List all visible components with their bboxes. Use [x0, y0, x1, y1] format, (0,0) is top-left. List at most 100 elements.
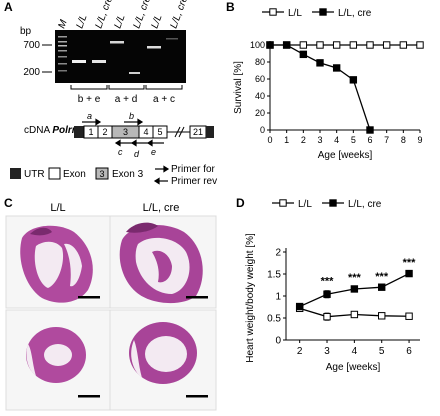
legend-exon-label: Exon — [63, 169, 86, 180]
data-point-s1-7 — [382, 41, 391, 49]
utr-3-block — [206, 126, 214, 138]
x-tick-label-2: 2 — [301, 135, 306, 145]
legend-primer-rev-label: Primer rev — [171, 176, 217, 187]
x-tick-label-5: 5 — [351, 135, 356, 145]
y-tick-label-80: 80 — [255, 57, 265, 67]
legend-label-1: L/L — [298, 199, 312, 210]
y-tick-label-40: 40 — [255, 91, 265, 101]
exon-21-label: 21 — [193, 127, 203, 137]
x-tick-label-4: 4 — [352, 346, 358, 357]
x-tick-label-0: 0 — [267, 135, 272, 145]
primer-e-head — [146, 139, 153, 147]
band-ac-llcre — [166, 38, 178, 40]
data-point-s1-9 — [416, 41, 424, 49]
primer-label-c: c — [118, 147, 123, 157]
data-point-s1-5 — [349, 41, 358, 49]
significance-label-1: *** — [321, 276, 335, 288]
y-tick-label-1: 1 — [275, 292, 281, 303]
significance-label-2: *** — [348, 272, 362, 284]
panel-label-a: A — [4, 0, 13, 14]
primer-d-head — [130, 139, 137, 147]
data-point-s1-8 — [399, 41, 408, 49]
primer-label-d: d — [134, 149, 140, 159]
x-tick-label-9: 9 — [417, 135, 422, 145]
x-tick-label-2: 2 — [297, 346, 303, 357]
scale-bar-1 — [78, 296, 100, 299]
histology-col-llcre: L/L, cre — [143, 202, 180, 214]
data-point-s1-2 — [350, 310, 359, 319]
group-label-be: b + e — [78, 94, 101, 105]
primer-label-a: a — [87, 111, 92, 121]
data-point-s2-1 — [323, 290, 331, 298]
x-axis-label: Age [weeks] — [318, 150, 373, 161]
y-tick-label-0: 0 — [275, 336, 281, 347]
legend-marker-2 — [329, 199, 337, 207]
significance-label-4: *** — [403, 257, 417, 269]
data-point-s2-2 — [350, 285, 359, 293]
x-tick-label-1: 1 — [284, 135, 289, 145]
primer-b-head — [137, 118, 144, 126]
group-label-ad: a + d — [115, 94, 138, 105]
data-point-s1-3 — [378, 312, 386, 320]
heart-section-ll-transverse — [26, 327, 86, 383]
data-point-s2-3 — [378, 283, 386, 291]
data-point-s1-4 — [332, 41, 341, 49]
data-point-s1-2 — [299, 41, 308, 49]
x-axis-label: Age [weeks] — [326, 362, 381, 373]
band-be-llcre — [92, 60, 106, 63]
legend-exon3-box-label: 3 — [99, 169, 104, 179]
data-point-s1-4 — [405, 312, 413, 320]
x-tick-label-6: 6 — [406, 346, 412, 357]
legend-primer-for-label: Primer for — [171, 164, 216, 175]
x-tick-label-8: 8 — [401, 135, 406, 145]
primer-label-b: b — [129, 111, 134, 121]
data-point-s2-5 — [349, 76, 358, 84]
exon-2-label: 2 — [102, 127, 107, 137]
ladder-bands — [58, 36, 67, 72]
marker-label-200: 200 — [23, 67, 40, 78]
legend-marker-1 — [279, 199, 287, 207]
legend-exon3-label: Exon 3 — [112, 169, 144, 180]
data-point-s2-1 — [282, 41, 291, 49]
y-tick-label-100: 100 — [250, 40, 265, 50]
legend-label-2: L/L, cre — [338, 8, 372, 19]
legend-label-2: L/L, cre — [348, 199, 382, 210]
y-tick-label-2: 2 — [275, 248, 281, 259]
x-tick-label-5: 5 — [379, 346, 385, 357]
lane-label-3: L/L — [112, 13, 127, 30]
y-tick-label-20: 20 — [255, 108, 265, 118]
y-tick-label-1.5: 1.5 — [267, 270, 281, 281]
lane-group-brackets — [70, 85, 183, 90]
y-tick-label-60: 60 — [255, 74, 265, 84]
legend-label-1: L/L — [288, 8, 302, 19]
x-tick-label-7: 7 — [384, 135, 389, 145]
heart-section-llcre-transverse — [129, 322, 197, 384]
panel-label-c: C — [4, 196, 13, 210]
legend-primer-for-head — [163, 165, 170, 173]
data-point-s2-4 — [332, 64, 341, 72]
band-ac-ll — [147, 46, 161, 49]
y-axis-label: Heart weight/body weight [%] — [245, 233, 256, 363]
x-tick-label-3: 3 — [324, 346, 330, 357]
legend-exon3-swatch — [95, 167, 109, 180]
scale-bar-2 — [186, 296, 208, 299]
exon-3-label: 3 — [123, 127, 128, 137]
lane-label-5: L/L — [149, 13, 164, 30]
data-point-s1-1 — [323, 312, 331, 321]
legend-utr-swatch — [10, 168, 21, 179]
y-tick-label-0: 0 — [260, 125, 265, 135]
scale-bar-4 — [186, 395, 208, 398]
panel-label-b: B — [226, 0, 235, 14]
histology-col-ll: L/L — [50, 202, 65, 214]
heart-section-ll-longitudinal — [20, 225, 93, 303]
data-point-s2-0 — [295, 302, 304, 311]
legend-utr-label: UTR — [24, 169, 45, 180]
data-point-s2-3 — [316, 59, 324, 67]
x-tick-label-4: 4 — [334, 135, 339, 145]
exon-5-label: 5 — [157, 127, 162, 137]
primer-a-head — [95, 118, 102, 126]
gel-bp-label: bp — [20, 26, 32, 37]
